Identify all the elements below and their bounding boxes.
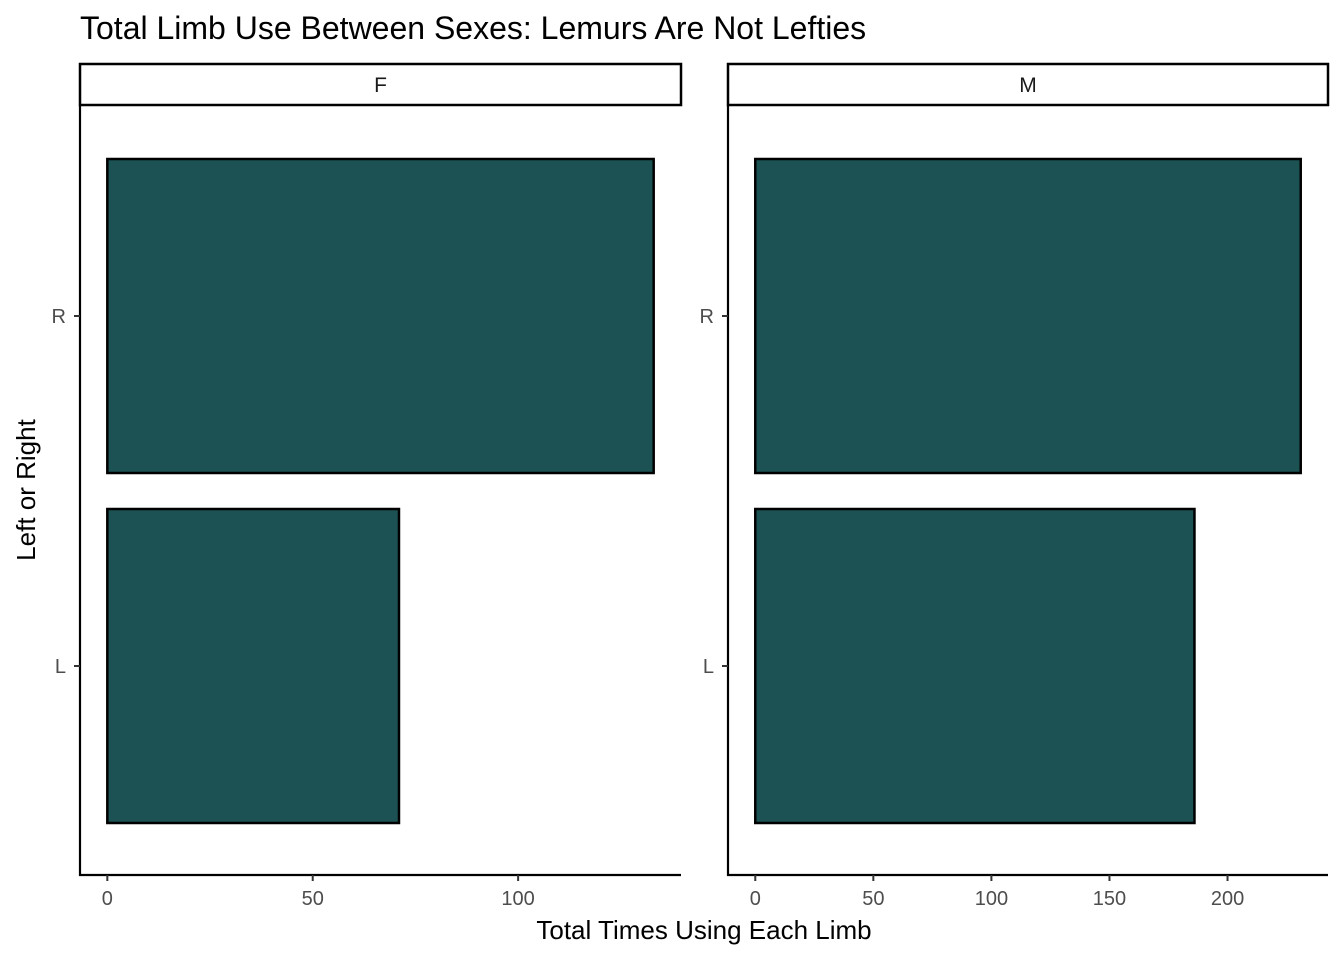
panel-M: M L R 0 50 100 150 200 — [700, 62, 1330, 910]
x-tick-label: 50 — [862, 888, 884, 910]
panel-F: F L R 0 50 100 — [52, 62, 683, 910]
x-tick-label: 0 — [750, 888, 761, 910]
facet-strip — [78, 62, 683, 107]
y-tick-label: L — [55, 656, 66, 678]
x-tick-label: 200 — [1211, 888, 1244, 910]
bar-F-R — [106, 157, 655, 475]
facet-strip — [726, 62, 1330, 107]
facet-panels: F L R 0 50 100 M L R 0 50 100 150 200 — [52, 62, 1330, 910]
x-tick-label: 0 — [102, 888, 113, 910]
y-tick-label: R — [700, 306, 714, 328]
bar-M-R — [754, 157, 1302, 475]
facet-label: F — [374, 74, 387, 97]
y-axis-title: Left or Right — [11, 418, 41, 560]
chart-title: Total Limb Use Between Sexes: Lemurs Are… — [80, 10, 866, 46]
bar-F-L — [106, 507, 401, 825]
x-tick-label: 100 — [501, 888, 534, 910]
x-tick-label: 150 — [1093, 888, 1126, 910]
y-tick-label: L — [703, 656, 714, 678]
facet-label: M — [1019, 74, 1037, 97]
y-tick-label: R — [52, 306, 66, 328]
x-tick-label: 50 — [302, 888, 324, 910]
x-axis-title: Total Times Using Each Limb — [536, 915, 871, 945]
bar-M-L — [754, 507, 1196, 825]
x-tick-label: 100 — [975, 888, 1008, 910]
